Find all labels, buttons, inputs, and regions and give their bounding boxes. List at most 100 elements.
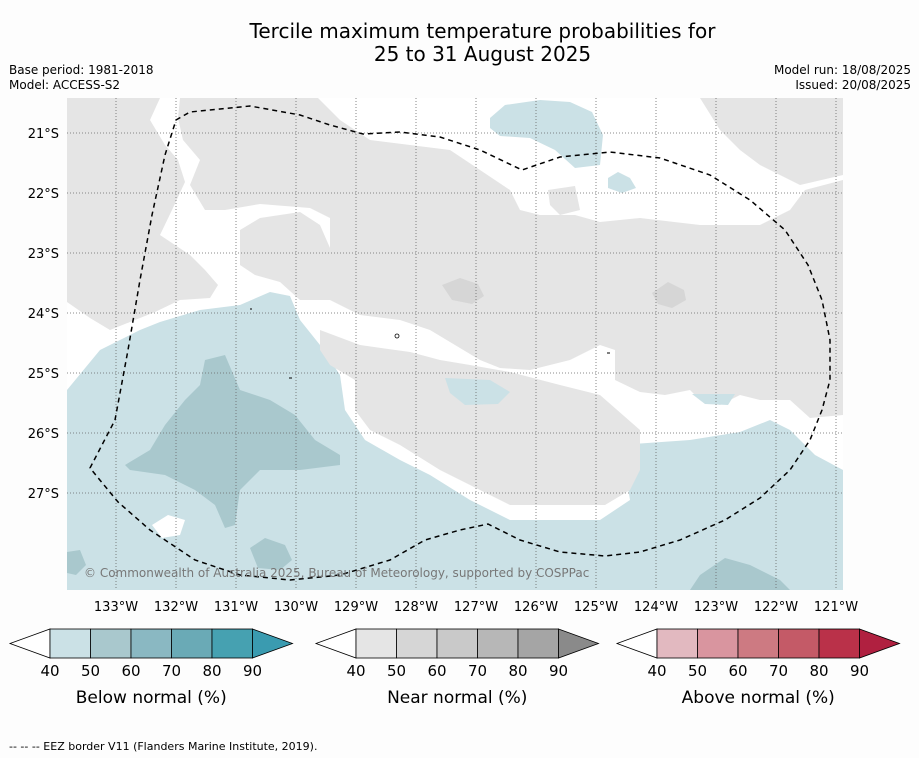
lon-label: 125°W — [574, 600, 618, 615]
meta-right: Model run: 18/08/2025 Issued: 20/08/2025 — [774, 63, 911, 93]
colorbar-tick: 50 — [387, 662, 406, 680]
below-normal-mid-1 — [445, 378, 510, 405]
lon-label: 121°W — [814, 600, 858, 615]
colorbar-extend-high — [558, 628, 600, 659]
issued-date: Issued: 20/08/2025 — [795, 78, 911, 92]
colorbar-tick: 80 — [508, 662, 527, 680]
lon-label: 131°W — [214, 600, 258, 615]
lon-label: 132°W — [154, 600, 198, 615]
near-normal-south — [320, 330, 640, 505]
colorbar-segment — [211, 628, 253, 659]
title-line-1: Tercile maximum temperature probabilitie… — [249, 19, 716, 43]
lon-label: 126°W — [514, 600, 558, 615]
colorbar-label: Above normal (%) — [682, 688, 835, 708]
title-line-2: 25 to 31 August 2025 — [373, 42, 592, 66]
island-marker-1 — [394, 333, 400, 339]
colorbar-tick: 60 — [728, 662, 747, 680]
colorbar-segment — [90, 628, 132, 659]
lon-label: 124°W — [634, 600, 678, 615]
lat-label: 23°S — [28, 247, 59, 262]
lon-label: 133°W — [94, 600, 138, 615]
colorbar-label: Near normal (%) — [387, 688, 527, 708]
lon-label: 130°W — [274, 600, 318, 615]
below-normal-core-4 — [690, 558, 790, 590]
copyright-text: © Commonwealth of Australia 2025, Bureau… — [84, 566, 589, 580]
colorbar-extend-low — [615, 628, 658, 659]
colorbar-extend-low — [314, 628, 357, 659]
colorbar-tick: 90 — [549, 662, 568, 680]
lat-label: 26°S — [28, 427, 59, 442]
model-run: Model run: 18/08/2025 — [773, 63, 911, 77]
colorbar-tick: 90 — [850, 662, 869, 680]
colorbar-tick: 60 — [427, 662, 446, 680]
longitude-labels: 133°W 132°W 131°W 130°W 129°W 128°W 127°… — [94, 600, 858, 615]
colorbar-segment — [656, 628, 698, 659]
colorbar-label: Below normal (%) — [76, 688, 227, 708]
colorbar-segment — [477, 628, 519, 659]
footnote: -- -- -- EEZ border V11 (Flanders Marine… — [9, 740, 318, 753]
colorbar-segment — [778, 628, 820, 659]
colorbar-segment — [49, 628, 91, 659]
latitude-labels: 21°S 22°S 23°S 24°S 25°S 26°S 27°S — [28, 127, 59, 502]
lon-label: 127°W — [454, 600, 498, 615]
near-normal-dark-1 — [442, 278, 484, 304]
below-normal-north-1 — [490, 100, 603, 168]
colorbar-tick: 50 — [81, 662, 100, 680]
colorbar-tick: 90 — [243, 662, 262, 680]
below-normal-north-2 — [608, 172, 636, 193]
colorbar-tick: 70 — [468, 662, 487, 680]
lon-label: 123°W — [694, 600, 738, 615]
colorbar-tick: 70 — [162, 662, 181, 680]
lat-label: 25°S — [28, 367, 59, 382]
colorbar-0: 40 50 60 70 80 90 Below normal (%) — [8, 628, 294, 708]
near-normal-dark-2 — [652, 282, 686, 308]
eez-border — [89, 105, 831, 581]
colorbar-tick: 70 — [769, 662, 788, 680]
base-period: Base period: 1981-2018 — [9, 63, 154, 77]
colorbar-tick: 40 — [346, 662, 365, 680]
colorbar-extend-high — [252, 628, 294, 659]
model-name: Model: ACCESS-S2 — [9, 78, 121, 92]
lon-label: 122°W — [754, 600, 798, 615]
below-normal-core-2 — [250, 538, 292, 570]
colorbar-tick: 60 — [121, 662, 140, 680]
colorbar-1: 40 50 60 70 80 90 Near normal (%) — [314, 628, 600, 708]
colorbar-segment — [436, 628, 478, 659]
colorbar-segment — [517, 628, 559, 659]
colorbar-segment — [130, 628, 172, 659]
colorbar-2: 40 50 60 70 80 90 Above normal (%) — [615, 628, 901, 708]
lat-label: 27°S — [28, 487, 59, 502]
graticule — [67, 98, 843, 590]
near-normal-region — [67, 98, 843, 418]
map-area: © Commonwealth of Australia 2025, Bureau… — [67, 98, 843, 590]
colorbar-tick: 80 — [202, 662, 221, 680]
colorbar-tick: 40 — [647, 662, 666, 680]
near-normal-east-blob — [700, 98, 843, 185]
below-normal-core-3 — [67, 550, 86, 575]
white-patch — [152, 515, 185, 538]
lon-label: 128°W — [394, 600, 438, 615]
meta-left: Base period: 1981-2018 Model: ACCESS-S2 — [9, 63, 154, 93]
near-normal-blob-left — [67, 212, 82, 238]
colorbar-extend-high — [859, 628, 901, 659]
colorbars: 40 50 60 70 80 90 Below normal (%) 40 50 60 70 80 90… — [8, 628, 901, 708]
lat-label: 21°S — [28, 127, 59, 142]
colorbar-segment — [818, 628, 860, 659]
colorbar-tick: 80 — [809, 662, 828, 680]
colorbar-tick: 50 — [688, 662, 707, 680]
colorbar-segment — [697, 628, 739, 659]
colorbar-segment — [737, 628, 779, 659]
colorbar-segment — [396, 628, 438, 659]
below-normal-core — [125, 355, 340, 528]
colorbar-extend-low — [8, 628, 51, 659]
colorbar-segment — [171, 628, 213, 659]
colorbar-tick: 40 — [40, 662, 59, 680]
lat-label: 24°S — [28, 307, 59, 322]
lat-label: 22°S — [28, 187, 59, 202]
colorbar-segment — [355, 628, 397, 659]
lon-label: 129°W — [334, 600, 378, 615]
map-title: Tercile maximum temperature probabilitie… — [0, 20, 919, 66]
below-normal-region — [67, 292, 843, 590]
below-normal-mid-2 — [692, 394, 735, 405]
